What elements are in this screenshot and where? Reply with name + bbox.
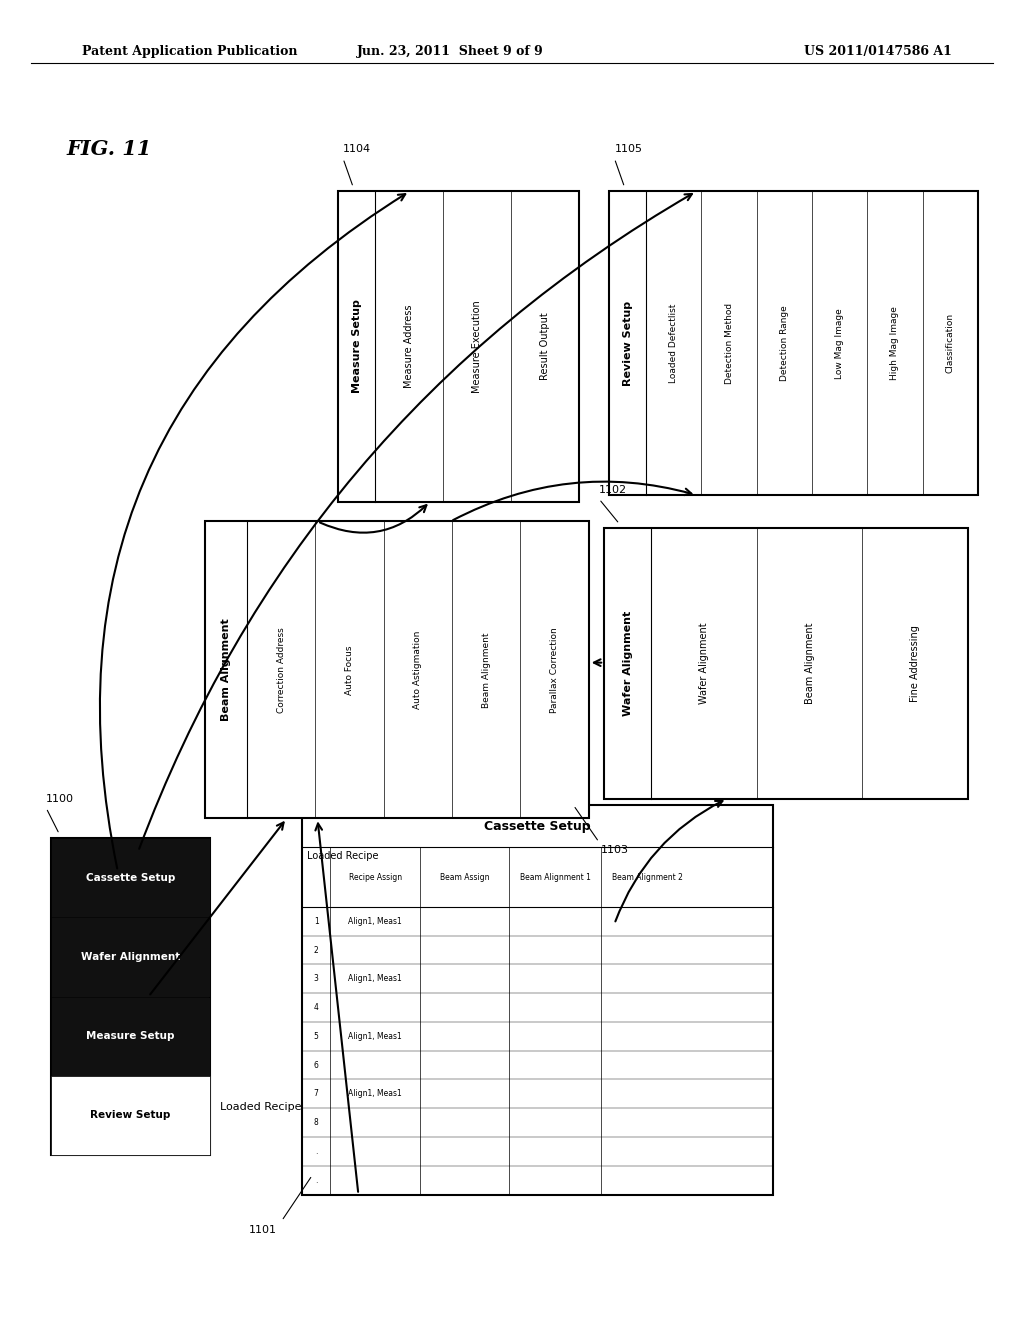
Bar <box>604 528 968 799</box>
Text: 1104: 1104 <box>343 144 371 154</box>
Text: Beam Assign: Beam Assign <box>440 873 489 882</box>
Text: Align1, Meas1: Align1, Meas1 <box>348 916 402 925</box>
Text: 1105: 1105 <box>614 144 642 154</box>
Bar <box>51 917 210 997</box>
Text: Wafer Alignment: Wafer Alignment <box>623 611 633 715</box>
Text: Measure Execution: Measure Execution <box>472 300 482 393</box>
Text: Beam Alignment: Beam Alignment <box>805 623 814 704</box>
Text: Detection Range: Detection Range <box>780 305 788 381</box>
Text: Beam Alignment: Beam Alignment <box>481 632 490 708</box>
Text: 1103: 1103 <box>601 845 629 855</box>
Text: Patent Application Publication: Patent Application Publication <box>82 45 297 58</box>
Text: Loaded Recipe: Loaded Recipe <box>307 851 379 862</box>
Text: Cassette Setup: Cassette Setup <box>86 873 175 883</box>
Text: Parallax Correction: Parallax Correction <box>550 627 559 713</box>
Text: 7: 7 <box>313 1089 318 1098</box>
Bar <box>51 1076 210 1155</box>
Text: Auto Focus: Auto Focus <box>345 645 354 694</box>
Bar <box>51 838 210 1155</box>
Bar <box>51 997 210 1076</box>
Text: Align1, Meas1: Align1, Meas1 <box>348 1089 402 1098</box>
Bar <box>302 805 773 1195</box>
Text: Low Mag Image: Low Mag Image <box>836 308 844 379</box>
Text: High Mag Image: High Mag Image <box>891 306 899 380</box>
Text: Jun. 23, 2011  Sheet 9 of 9: Jun. 23, 2011 Sheet 9 of 9 <box>357 45 544 58</box>
Text: Classification: Classification <box>946 313 954 374</box>
Text: 3: 3 <box>313 974 318 983</box>
Text: 8: 8 <box>313 1118 318 1127</box>
Text: Review Setup: Review Setup <box>623 301 633 385</box>
Text: Result Output: Result Output <box>540 313 550 380</box>
Text: Loaded Recipe: Loaded Recipe <box>220 1102 302 1113</box>
Bar <box>205 521 589 818</box>
Text: Beam Alignment 2: Beam Alignment 2 <box>611 873 683 882</box>
Text: Detection Method: Detection Method <box>725 302 733 384</box>
Text: .: . <box>315 1147 317 1156</box>
Text: 1101: 1101 <box>249 1225 276 1236</box>
Text: Beam Alignment: Beam Alignment <box>221 619 231 721</box>
Text: 6: 6 <box>313 1060 318 1069</box>
Text: Fine Addressing: Fine Addressing <box>910 624 920 702</box>
Bar <box>609 191 978 495</box>
Text: 5: 5 <box>313 1032 318 1041</box>
Text: 2: 2 <box>313 945 318 954</box>
Text: Wafer Alignment: Wafer Alignment <box>699 623 710 704</box>
Text: Align1, Meas1: Align1, Meas1 <box>348 974 402 983</box>
Text: Recipe Assign: Recipe Assign <box>348 873 401 882</box>
Text: Correction Address: Correction Address <box>276 627 286 713</box>
Text: Measure Setup: Measure Setup <box>86 1031 175 1041</box>
Text: 1: 1 <box>313 916 318 925</box>
Text: Wafer Alignment: Wafer Alignment <box>81 952 180 962</box>
Text: Measure Setup: Measure Setup <box>351 300 361 393</box>
Text: 1100: 1100 <box>46 793 74 804</box>
Text: US 2011/0147586 A1: US 2011/0147586 A1 <box>805 45 952 58</box>
Text: Beam Alignment 1: Beam Alignment 1 <box>520 873 591 882</box>
Text: Cassette Setup: Cassette Setup <box>484 820 591 833</box>
Text: Align1, Meas1: Align1, Meas1 <box>348 1032 402 1041</box>
Text: .: . <box>315 1176 317 1185</box>
Text: FIG. 11: FIG. 11 <box>67 139 152 158</box>
Bar <box>51 838 210 917</box>
Text: 4: 4 <box>313 1003 318 1012</box>
Bar <box>338 191 579 502</box>
Text: Measure Address: Measure Address <box>404 305 414 388</box>
Text: Review Setup: Review Setup <box>90 1110 171 1121</box>
Text: Auto Astigmation: Auto Astigmation <box>414 631 423 709</box>
Text: Loaded Defectlist: Loaded Defectlist <box>670 304 678 383</box>
Text: 1102: 1102 <box>599 484 627 495</box>
